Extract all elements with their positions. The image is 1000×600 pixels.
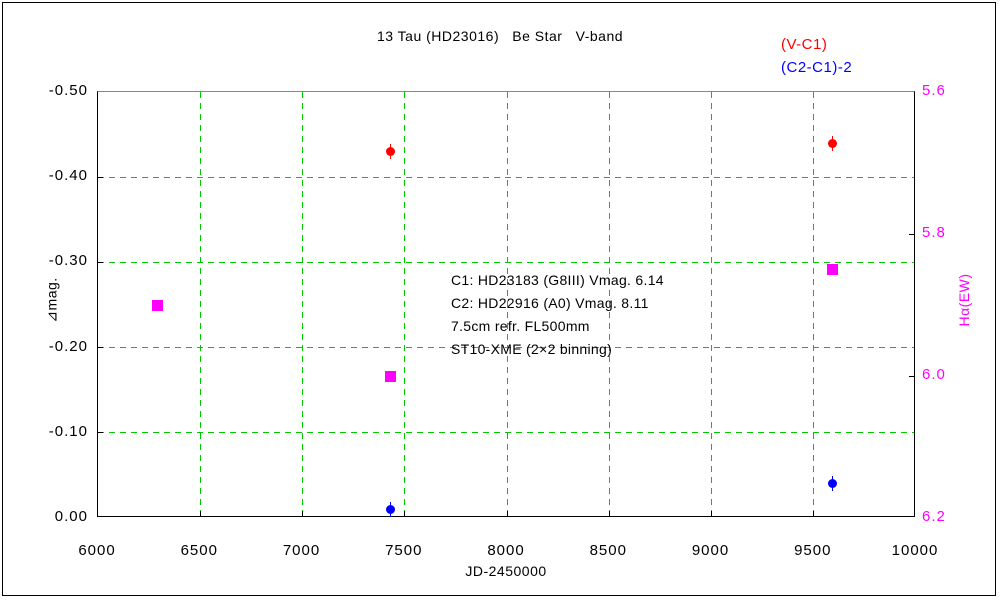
grid-line-vertical [302, 92, 303, 516]
data-point-c2c12 [827, 479, 837, 489]
axis-tick-left [98, 347, 103, 349]
grid-line-vertical [813, 92, 815, 516]
grid-line-vertical [199, 92, 201, 516]
data-point-halpha [384, 370, 396, 382]
annotation-line-c2: C2: HD22916 (A0) Vmag. 8.11 [451, 295, 649, 311]
axis-tick-bottom [199, 511, 201, 516]
axis-tick-bottom [302, 511, 303, 516]
data-point-vc1 [385, 147, 395, 157]
y-left-tick-label: -0.50 [48, 82, 88, 99]
annotation-block: C1: HD23183 (G8III) Vmag. 6.14 C2: HD229… [451, 269, 664, 361]
x-tick-label: 7000 [282, 542, 321, 559]
axis-tick-left [98, 176, 103, 178]
x-tick-label: 10000 [891, 542, 939, 559]
annotation-line-telescope: 7.5cm refr. FL500mm [451, 318, 590, 334]
axis-tick-bottom [608, 511, 610, 516]
grid-line-vertical [506, 92, 508, 516]
data-point-halpha [826, 264, 838, 275]
legend-item-v-c1: (V-C1) [781, 36, 828, 53]
y-right-tick-label: 5.8 [922, 224, 946, 241]
y-right-tick-label: 6.2 [922, 508, 946, 525]
y-left-tick-label: -0.30 [48, 252, 88, 270]
grid-line-horizontal [98, 347, 914, 349]
x-tick-label: 8500 [589, 542, 627, 559]
x-tick-label: 6000 [78, 542, 116, 559]
x-tick-label: 7500 [385, 542, 423, 559]
chart-title: 13 Tau (HD23016) Be Star V-band [376, 28, 624, 44]
axis-tick-bottom [813, 511, 815, 516]
axis-tick-bottom [506, 511, 508, 516]
axis-tick-right [909, 375, 914, 377]
y-left-tick-label: 0.00 [54, 508, 88, 525]
grid-line-vertical [404, 92, 406, 516]
x-tick-label: 9500 [794, 542, 832, 559]
x-tick-label: 6500 [180, 542, 218, 559]
grid-line-horizontal [98, 432, 914, 434]
annotation-line-camera: ST10-XME (2×2 binning) [451, 341, 613, 357]
axis-tick-left [98, 261, 103, 263]
annotation-line-c1: C1: HD23183 (G8III) Vmag. 6.14 [451, 272, 664, 288]
x-axis-label: JD-2450000 [465, 563, 547, 579]
axis-tick-right [909, 233, 914, 235]
y-left-tick-label: -0.20 [48, 337, 88, 355]
grid-line-vertical [711, 92, 712, 516]
y-right-tick-label: 6.0 [922, 366, 946, 383]
x-tick-label: 9000 [691, 542, 730, 559]
data-point-c2c12 [385, 504, 395, 514]
grid-line-vertical [608, 92, 610, 516]
legend-item-c2-c1: (C2-C1)-2 [781, 59, 853, 76]
y-right-tick-label: 5.6 [922, 82, 946, 99]
y-left-tick-label: -0.10 [48, 422, 88, 440]
grid-line-horizontal [98, 261, 914, 263]
grid-line-horizontal [98, 176, 914, 178]
x-tick-label: 8000 [487, 542, 525, 559]
plot-area [97, 91, 915, 517]
axis-tick-bottom [404, 511, 406, 516]
legend: (V-C1) (C2-C1)-2 [781, 33, 852, 79]
y-left-tick-label: -0.40 [48, 167, 88, 185]
axis-tick-left [98, 432, 103, 434]
data-point-halpha [151, 299, 163, 311]
data-point-vc1 [827, 138, 837, 148]
axis-tick-bottom [711, 511, 712, 516]
